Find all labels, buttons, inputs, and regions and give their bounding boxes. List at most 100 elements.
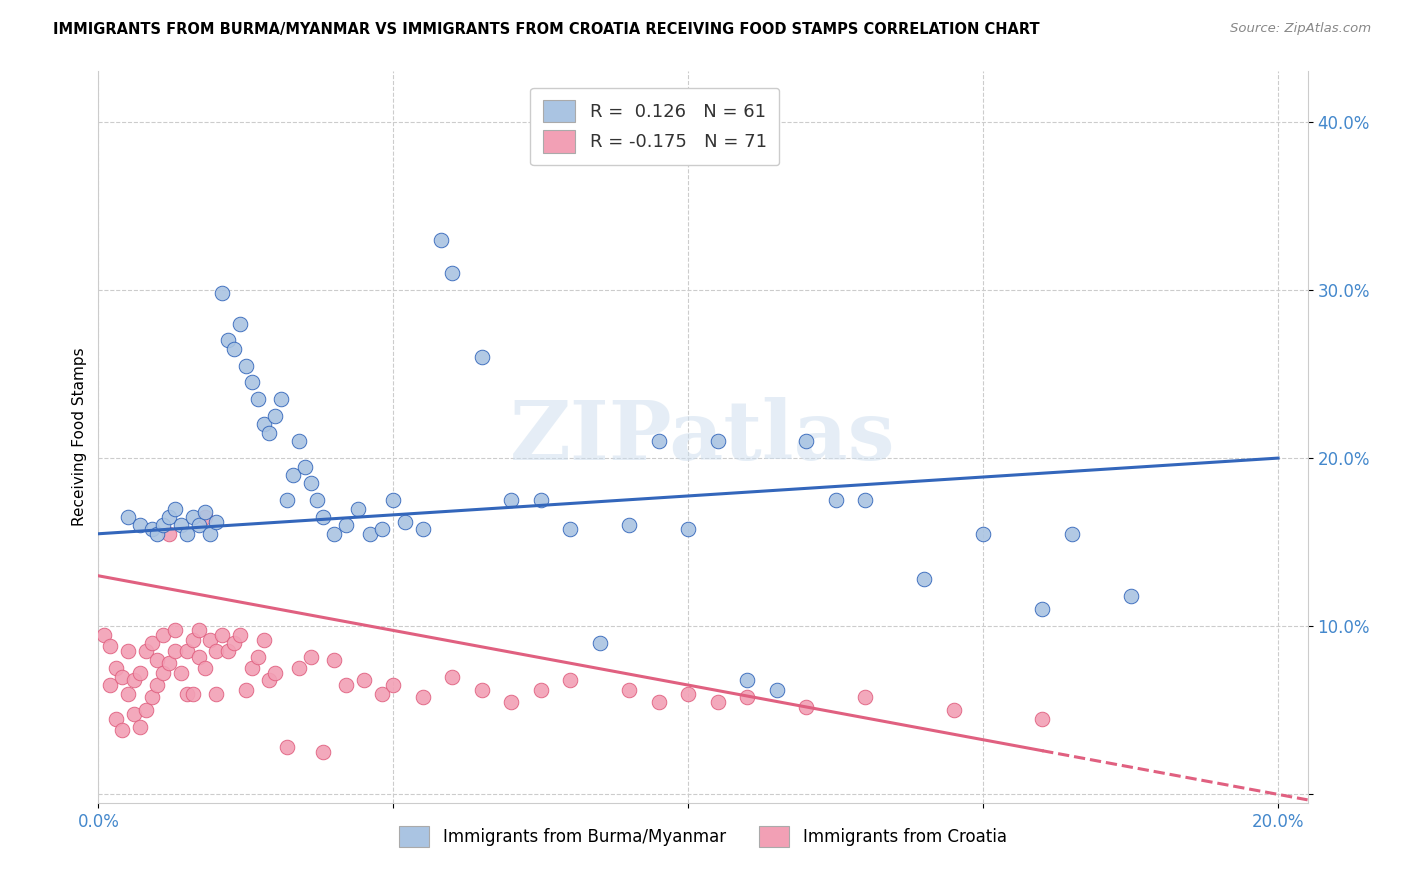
Point xyxy=(141,636,163,650)
Point xyxy=(972,526,994,541)
Point xyxy=(117,510,139,524)
Point xyxy=(299,476,322,491)
Point xyxy=(141,522,163,536)
Point xyxy=(678,522,700,536)
Point xyxy=(1031,602,1053,616)
Point xyxy=(229,627,252,641)
Point xyxy=(501,695,523,709)
Point xyxy=(501,493,523,508)
Point xyxy=(217,334,239,348)
Point xyxy=(146,653,169,667)
Point xyxy=(205,686,228,700)
Point xyxy=(152,666,174,681)
Point xyxy=(471,683,494,698)
Point xyxy=(146,678,169,692)
Point xyxy=(735,673,758,687)
Point xyxy=(359,526,381,541)
Point xyxy=(794,700,817,714)
Point xyxy=(181,510,204,524)
Point xyxy=(281,467,304,482)
Point xyxy=(135,703,157,717)
Point xyxy=(187,518,209,533)
Point xyxy=(412,690,434,704)
Point xyxy=(128,518,150,533)
Point xyxy=(294,459,316,474)
Legend: Immigrants from Burma/Myanmar, Immigrants from Croatia: Immigrants from Burma/Myanmar, Immigrant… xyxy=(389,816,1017,856)
Point xyxy=(176,686,198,700)
Point xyxy=(276,493,298,508)
Point xyxy=(370,522,392,536)
Point xyxy=(117,644,139,658)
Point xyxy=(187,649,209,664)
Point xyxy=(619,683,641,698)
Point xyxy=(222,342,245,356)
Point xyxy=(200,526,222,541)
Point xyxy=(323,653,346,667)
Point xyxy=(246,392,269,407)
Point xyxy=(370,686,392,700)
Point xyxy=(412,522,434,536)
Point xyxy=(111,723,134,738)
Point xyxy=(264,409,287,423)
Point xyxy=(270,392,292,407)
Point xyxy=(105,661,128,675)
Point xyxy=(229,317,252,331)
Point xyxy=(288,661,311,675)
Point xyxy=(157,657,180,671)
Point xyxy=(299,649,322,664)
Point xyxy=(117,686,139,700)
Point xyxy=(853,493,876,508)
Point xyxy=(98,640,121,654)
Point xyxy=(264,666,287,681)
Point xyxy=(128,666,150,681)
Point xyxy=(93,627,115,641)
Point xyxy=(217,644,239,658)
Point xyxy=(706,695,728,709)
Y-axis label: Receiving Food Stamps: Receiving Food Stamps xyxy=(72,348,87,526)
Point xyxy=(205,515,228,529)
Point xyxy=(589,636,612,650)
Point xyxy=(429,233,451,247)
Point xyxy=(311,510,333,524)
Point xyxy=(181,686,204,700)
Point xyxy=(853,690,876,704)
Point xyxy=(1031,712,1053,726)
Point xyxy=(735,690,758,704)
Point xyxy=(187,623,209,637)
Text: Source: ZipAtlas.com: Source: ZipAtlas.com xyxy=(1230,22,1371,36)
Point xyxy=(560,522,582,536)
Point xyxy=(128,720,150,734)
Point xyxy=(240,376,263,390)
Point xyxy=(765,683,787,698)
Point xyxy=(205,644,228,658)
Point xyxy=(252,417,274,432)
Point xyxy=(942,703,965,717)
Point xyxy=(240,661,263,675)
Point xyxy=(382,678,405,692)
Point xyxy=(305,493,328,508)
Point xyxy=(165,623,187,637)
Point xyxy=(323,526,346,541)
Point xyxy=(794,434,817,449)
Point xyxy=(648,434,671,449)
Point xyxy=(678,686,700,700)
Point xyxy=(335,518,357,533)
Point xyxy=(194,661,217,675)
Point xyxy=(105,712,128,726)
Point xyxy=(194,505,217,519)
Point xyxy=(194,510,217,524)
Point xyxy=(252,632,274,647)
Point xyxy=(111,670,134,684)
Point xyxy=(441,266,464,280)
Point xyxy=(335,678,357,692)
Point xyxy=(211,286,233,301)
Point xyxy=(135,644,157,658)
Point xyxy=(648,695,671,709)
Point xyxy=(706,434,728,449)
Point xyxy=(347,501,370,516)
Point xyxy=(276,740,298,755)
Point xyxy=(141,690,163,704)
Point xyxy=(152,518,174,533)
Point xyxy=(1119,589,1142,603)
Point xyxy=(222,636,245,650)
